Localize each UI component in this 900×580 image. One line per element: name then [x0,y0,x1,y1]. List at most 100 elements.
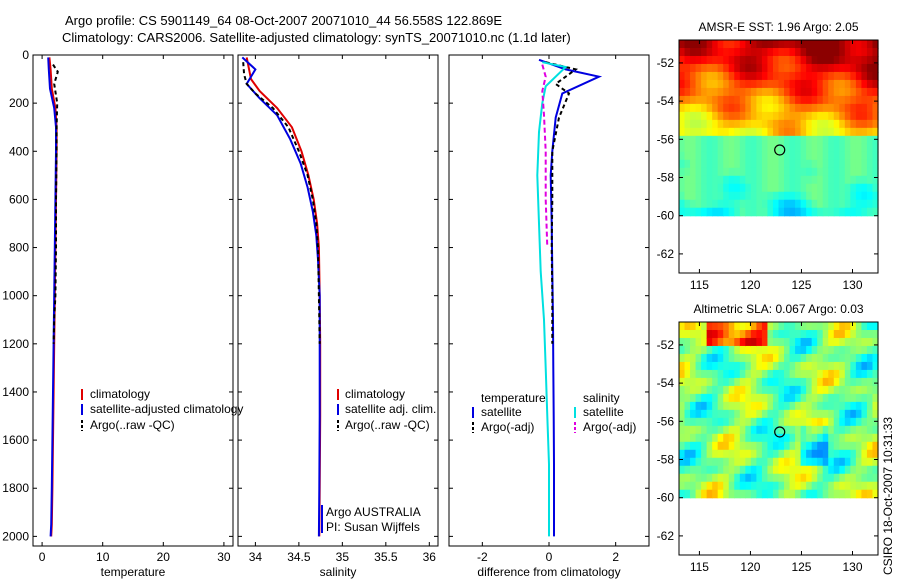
heatmap-cell [706,151,713,161]
heatmap-cell [706,63,713,73]
heatmap-cell [734,71,741,81]
heatmap-cell [728,199,735,209]
heatmap-cell [717,151,724,161]
heatmap-cell [750,449,757,459]
heatmap-cell [679,159,686,169]
heatmap-cell [723,489,730,499]
heatmap-cell [745,353,752,363]
heatmap-cell [872,111,879,121]
heatmap-cell [866,151,874,161]
heatmap-cell [861,95,868,105]
heatmap-cell [833,433,840,443]
heatmap-cell [706,199,713,209]
heatmap-cell [750,119,757,129]
heatmap-cell [772,40,780,49]
heatmap-cell [872,127,879,137]
heatmap-cell [728,457,735,467]
heatmap-cell [872,183,879,193]
heatmap-cell [767,143,774,153]
heatmap-cell [717,79,724,89]
heatmap-cell [756,167,763,177]
heatmap-cell [866,489,874,499]
heatmap-cell [844,417,851,427]
heatmap-cell [866,103,874,113]
heatmap-cell [701,87,708,97]
heatmap-cell [712,55,719,65]
heatmap-cell [706,393,713,403]
heatmap-cell [795,409,802,419]
heatmap-cell [844,95,851,105]
heatmap-cell [750,322,757,331]
heatmap-cell [850,329,857,339]
heatmap-cell [839,425,846,435]
heatmap-cell [684,473,691,483]
legend-label: Argo(-adj) [583,420,636,434]
heatmap-cell [690,369,697,379]
heatmap-cell [855,417,863,427]
heatmap-cell [833,329,840,339]
heatmap-cell [778,457,785,467]
heatmap-cell [745,377,752,387]
legend-title: temperature [481,391,546,405]
heatmap-cell [767,40,774,49]
heatmap-cell [679,119,686,129]
heatmap-cell [745,465,752,475]
heatmap-cell [828,103,835,113]
heatmap-cell [844,167,851,177]
heatmap-cell [734,47,741,57]
heatmap-cell [695,127,702,137]
heatmap-cell [855,47,863,57]
heatmap-cell [717,103,724,113]
heatmap-cell [728,353,735,363]
heatmap-cell [861,457,868,467]
heatmap-cell [756,425,763,435]
heatmap-cell [690,409,697,419]
heatmap-cell [695,489,702,499]
heatmap-cell [822,167,829,177]
heatmap-cell [778,79,785,89]
heatmap-cell [861,175,868,185]
heatmap-cell [872,207,879,217]
heatmap-cell [861,345,868,355]
heatmap-cell [811,151,818,161]
heatmap-cell [739,191,746,201]
heatmap-cell [690,47,697,57]
heatmap-cell [789,199,796,209]
heatmap-cell [701,40,708,49]
heatmap-cell [817,199,824,209]
heatmap-cell [855,159,863,169]
heatmap-cell [717,175,724,185]
heatmap-cell [756,95,763,105]
annotation-text: PI: Susan Wijffels [326,520,420,534]
heatmap-cell [739,449,746,459]
heatmap-cell [811,385,818,395]
heatmap-cell [795,183,802,193]
heatmap-cell [800,385,807,395]
heatmap-cell [866,191,874,201]
heatmap-cell [767,385,774,395]
heatmap-cell [684,361,691,371]
heatmap-cell [690,183,697,193]
heatmap-cell [806,47,813,57]
heatmap-cell [839,183,846,193]
heatmap-cell [866,329,874,339]
heatmap-cell [734,95,741,105]
heatmap-cell [828,63,835,73]
heatmap-cell [712,119,719,129]
heatmap-cell [679,449,686,459]
y-tick-label: 1200 [2,337,29,351]
heatmap-cell [684,401,691,411]
heatmap-cell [728,425,735,435]
heatmap-cell [839,457,846,467]
heatmap-cell [750,191,757,201]
heatmap-cell [706,167,713,177]
heatmap-cell [717,207,724,217]
heatmap-cell [784,87,791,97]
heatmap-cell [800,47,807,57]
heatmap-cell [861,143,868,153]
heatmap-cell [701,71,708,81]
heatmap-cell [717,111,724,121]
heatmap-cell [828,449,835,459]
heatmap-cell [872,425,879,435]
heatmap-cell [822,199,829,209]
